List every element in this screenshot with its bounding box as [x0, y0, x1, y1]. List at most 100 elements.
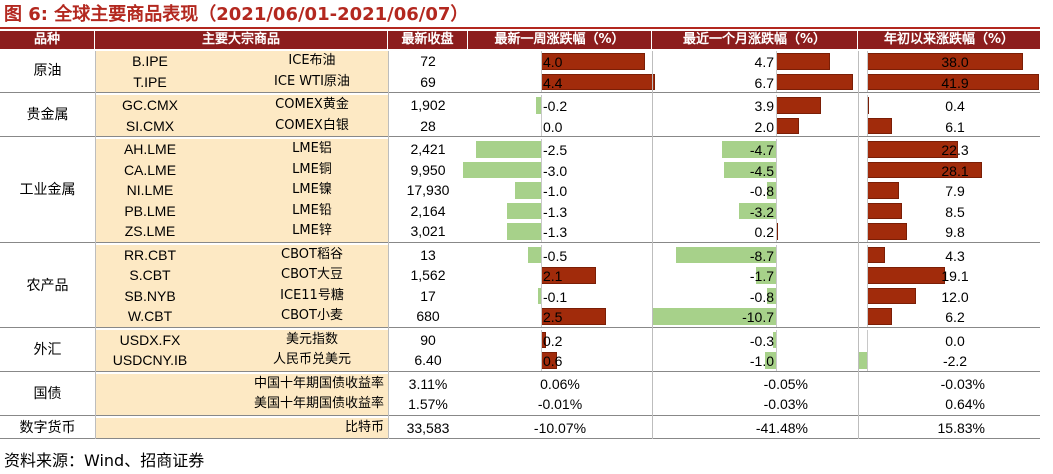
month-bar: [764, 352, 776, 369]
commodity-code: PB.LME: [124, 202, 176, 219]
close-value: 2,164: [410, 202, 446, 219]
commodity-name: LME锌: [292, 223, 332, 238]
zero-axis: [867, 139, 868, 160]
zero-axis: [541, 265, 542, 286]
group-label: 国债: [33, 385, 62, 402]
header-week: 最新一周涨跌幅（%）: [468, 31, 651, 49]
ytd-bar: [857, 352, 867, 369]
ytd-value: 4.3: [945, 247, 965, 264]
close-value: 1.57%: [408, 396, 448, 412]
group-separator: [0, 438, 1040, 439]
month-value: -0.8: [749, 183, 774, 199]
zero-axis: [776, 265, 777, 286]
month-value: -0.8: [749, 288, 774, 305]
month-bar: [721, 141, 776, 158]
zero-axis: [867, 350, 868, 371]
ytd-bar: [867, 308, 893, 325]
commodity-name-column-bg: [95, 244, 388, 327]
zero-axis: [776, 51, 777, 72]
zero-axis: [541, 350, 542, 371]
zero-axis: [541, 159, 542, 180]
column-separator: [95, 51, 96, 439]
month-value: -0.05%: [763, 375, 808, 392]
zero-axis: [541, 244, 542, 265]
week-bar: [535, 97, 541, 114]
commodity-name: 人民币兑美元: [272, 352, 351, 367]
zero-axis: [776, 306, 777, 327]
month-bar: [756, 267, 776, 284]
zero-axis: [541, 200, 542, 221]
zero-axis: [541, 285, 542, 306]
month-value: -0.03%: [763, 396, 808, 412]
close-value: 72: [420, 53, 436, 69]
month-value: -0.3: [749, 332, 774, 349]
month-value: 3.9: [754, 98, 774, 114]
zero-axis: [867, 221, 868, 242]
commodity-code: GC.CMX: [122, 97, 178, 113]
commodity-name: LME铜: [292, 161, 332, 177]
close-value: 3,021: [410, 223, 446, 239]
commodity-name-column-bg: [95, 373, 388, 415]
week-value: -3.0: [543, 162, 568, 179]
zero-axis: [776, 285, 777, 306]
header-commodity: 主要大宗商品: [95, 31, 387, 49]
close-value: 13: [420, 246, 436, 263]
column-separator: [388, 51, 389, 439]
title-underline: [0, 27, 1040, 29]
group-separator: [0, 414, 1040, 416]
week-value: -1.3: [543, 224, 568, 240]
month-value: -41.48%: [755, 419, 808, 436]
ytd-value: 12.0: [941, 288, 969, 305]
zero-axis: [776, 200, 777, 221]
zero-axis: [867, 115, 868, 136]
commodity-name-column-bg: [95, 51, 388, 92]
commodity-code: USDX.FX: [119, 331, 181, 348]
month-value: -4.5: [749, 162, 774, 179]
zero-axis: [541, 139, 542, 160]
week-value: -2.5: [543, 142, 568, 158]
close-value: 69: [420, 73, 436, 90]
ytd-bar: [867, 117, 892, 134]
zero-axis: [776, 95, 777, 116]
week-bar: [507, 202, 541, 219]
month-bar: [776, 117, 799, 134]
zero-axis: [867, 51, 868, 72]
zero-axis: [867, 285, 868, 306]
figure-title: 图 6: 全球主要商品表现（2021/06/01-2021/06/07）: [4, 4, 469, 25]
commodity-name: COMEX白银: [275, 117, 349, 133]
commodity-name-column-bg: [95, 95, 388, 136]
commodity-name: ICE布油: [288, 53, 336, 68]
week-value: -0.01%: [537, 396, 583, 412]
month-value: 6.7: [754, 74, 774, 91]
zero-axis: [867, 265, 868, 286]
month-value: -1.0: [749, 353, 774, 369]
commodity-code: W.CBT: [127, 308, 173, 324]
group-label: 外汇: [33, 341, 62, 358]
zero-axis: [541, 71, 542, 92]
week-value: 4.0: [543, 54, 563, 70]
group-separator: [0, 241, 1040, 243]
week-value: 4.4: [543, 74, 563, 91]
commodity-name: ICE WTI原油: [274, 73, 350, 89]
close-value: 90: [420, 331, 436, 348]
group-separator: [0, 326, 1040, 328]
week-bar: [538, 287, 541, 304]
zero-axis: [541, 221, 542, 242]
commodity-code: T.IPE: [133, 73, 167, 90]
zero-axis: [867, 95, 868, 116]
week-bar: [507, 223, 541, 240]
ytd-bar: [867, 202, 902, 219]
zero-axis: [776, 350, 777, 371]
commodity-code: SB.NYB: [124, 287, 176, 304]
ytd-value: 41.9: [941, 74, 969, 91]
month-value: 4.7: [754, 54, 774, 70]
month-bar: [766, 182, 776, 199]
zero-axis: [776, 139, 777, 160]
close-value: 28: [420, 117, 436, 134]
ytd-value: 8.5: [945, 203, 965, 220]
zero-axis: [867, 200, 868, 221]
ytd-value: 22.3: [941, 142, 969, 158]
commodity-name: 美国十年期国债收益率: [253, 396, 384, 411]
ytd-value: 0.4: [945, 98, 965, 114]
commodity-name: 中国十年期国债收益率: [253, 375, 384, 391]
